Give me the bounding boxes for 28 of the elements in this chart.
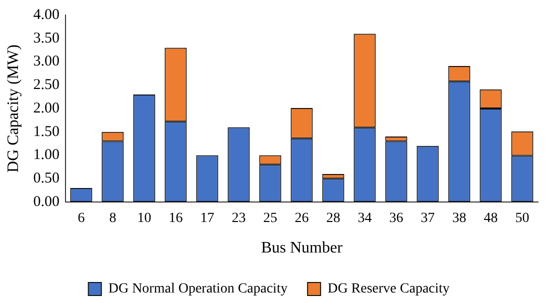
x-tick-label: 34 <box>358 211 372 226</box>
y-tick-label: 2.50 <box>33 77 60 94</box>
x-tick-label: 48 <box>484 211 498 226</box>
x-tick-label: 26 <box>294 211 309 226</box>
legend-label: DG Normal Operation Capacity <box>108 282 288 297</box>
x-tick-label: 10 <box>137 211 152 226</box>
x-tick-label: 16 <box>168 211 183 226</box>
x-tick-label: 50 <box>515 211 530 226</box>
x-tick-label: 17 <box>200 211 214 226</box>
legend-label: DG Reserve Capacity <box>328 282 450 297</box>
y-tick-label: 3.50 <box>33 30 60 46</box>
x-tick-label: 37 <box>420 211 435 226</box>
y-tick-label: 0.00 <box>33 194 60 210</box>
x-tick-label: 6 <box>78 211 85 226</box>
x-tick-label: 38 <box>452 211 466 226</box>
x-tick-label: 36 <box>389 211 404 226</box>
x-tick-label: 28 <box>326 211 340 226</box>
y-tick-label: 3.00 <box>33 54 60 70</box>
x-tick-label: 23 <box>232 211 246 226</box>
y-tick-label: 0.50 <box>33 170 60 187</box>
y-axis-title: DG Capacity (MW) <box>4 44 22 172</box>
y-tick-label: 1.50 <box>33 124 60 140</box>
y-tick-label: 2.00 <box>33 100 60 116</box>
x-tick-label: 25 <box>263 211 278 226</box>
y-tick-label: 4.00 <box>33 6 60 23</box>
x-tick-label: 8 <box>109 211 116 226</box>
y-tick-label: 1.00 <box>33 147 60 164</box>
x-axis-title: Bus Number <box>261 240 344 257</box>
